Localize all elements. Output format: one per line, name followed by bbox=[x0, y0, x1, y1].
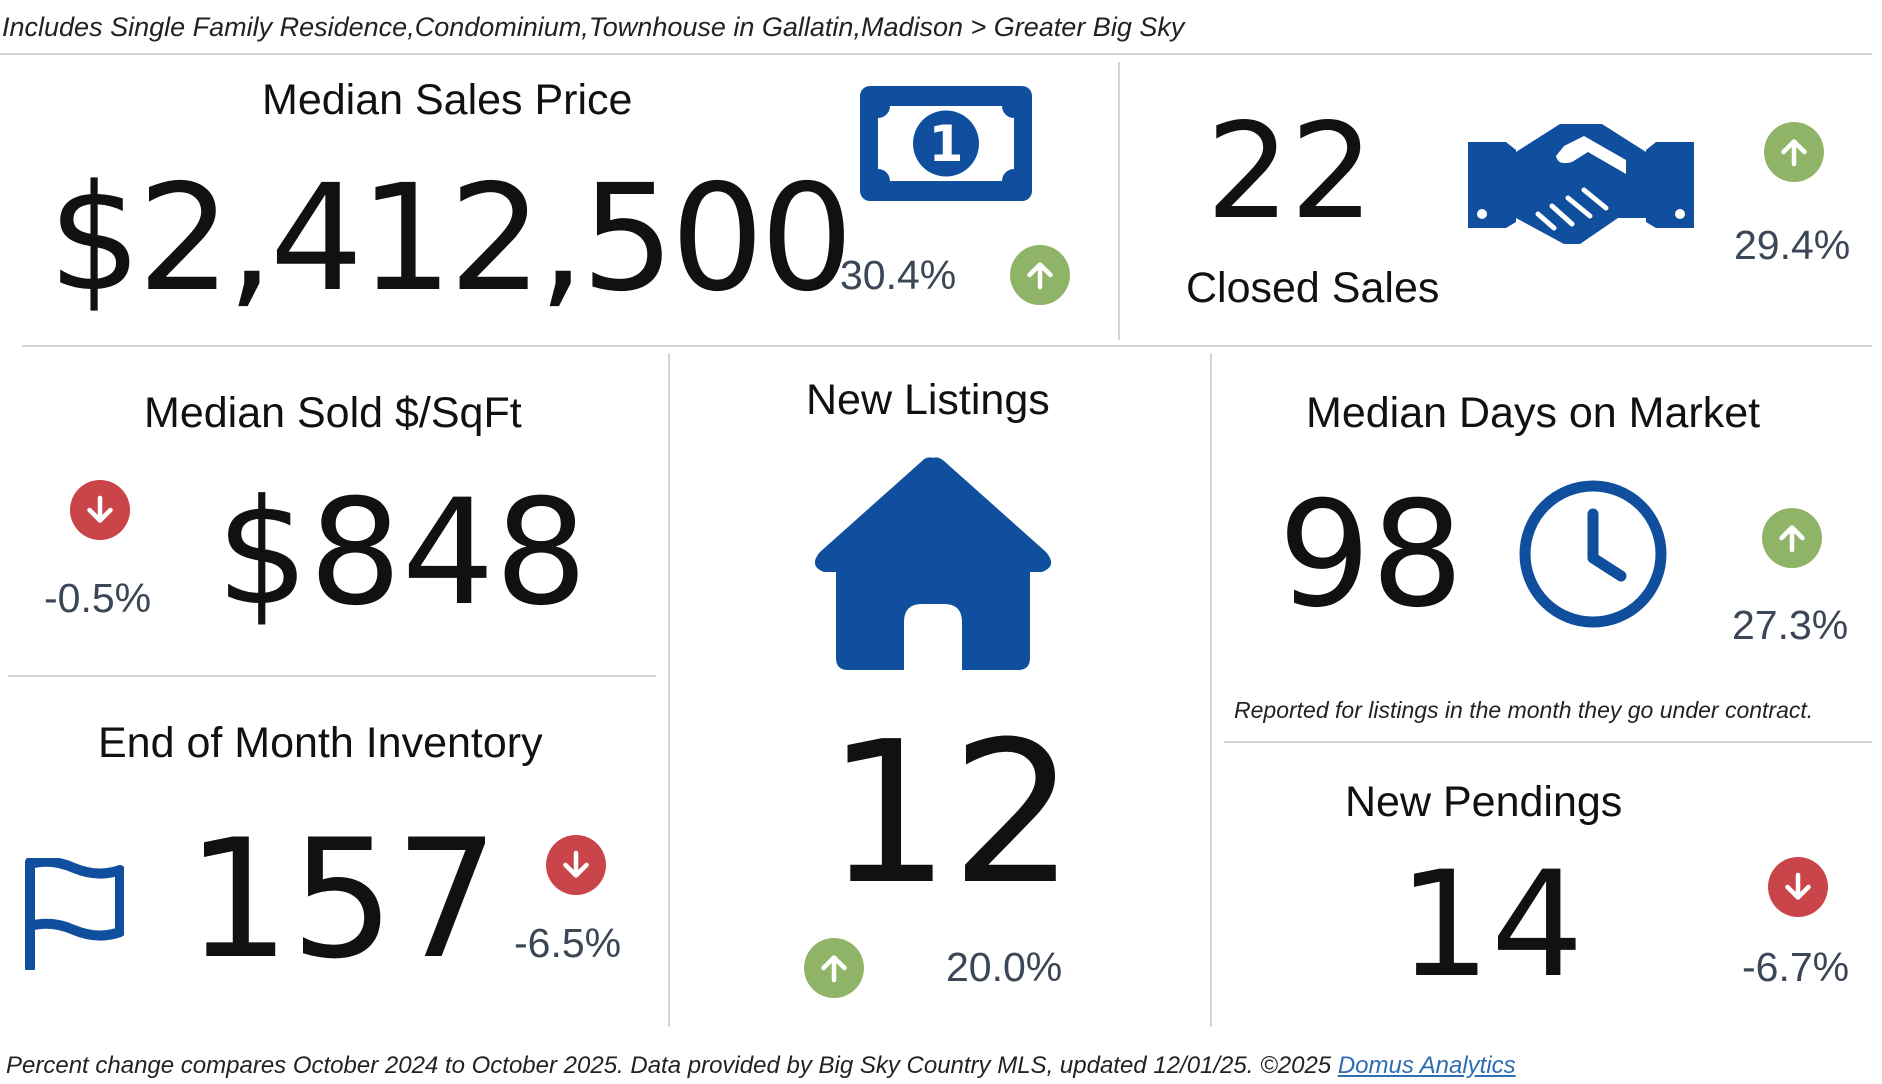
svg-text:1: 1 bbox=[929, 115, 964, 173]
closed-sales-value: 22 bbox=[1206, 95, 1374, 249]
new-listings-title: New Listings bbox=[806, 376, 1050, 424]
median-sold-sqft-value: $848 bbox=[216, 468, 588, 638]
footer-text: Percent change compares October 2024 to … bbox=[6, 1052, 1338, 1079]
median-sold-sqft-title: Median Sold $/SqFt bbox=[144, 389, 522, 437]
divider-left-column bbox=[668, 353, 670, 1027]
new-listings-value: 12 bbox=[826, 700, 1076, 928]
handshake-icon bbox=[1468, 118, 1694, 254]
closed-sales-change: 29.4% bbox=[1734, 222, 1851, 268]
median-sales-price-title: Median Sales Price bbox=[262, 76, 633, 124]
median-sales-price-value: $2,412,500 bbox=[48, 153, 854, 324]
divider-right-column bbox=[1210, 353, 1212, 1027]
up-arrow-icon bbox=[1010, 245, 1070, 305]
end-of-month-inventory-change: -6.5% bbox=[514, 920, 622, 966]
new-pendings-change: -6.7% bbox=[1742, 944, 1850, 990]
median-days-on-market-note: Reported for listings in the month they … bbox=[1234, 697, 1814, 723]
divider-left-inner bbox=[8, 675, 656, 677]
end-of-month-inventory-title: End of Month Inventory bbox=[98, 719, 543, 767]
report-subtitle: Includes Single Family Residence,Condomi… bbox=[2, 12, 1185, 42]
up-arrow-icon bbox=[1762, 508, 1822, 568]
domus-analytics-link[interactable]: Domus Analytics bbox=[1337, 1052, 1516, 1079]
up-arrow-icon bbox=[804, 938, 864, 998]
down-arrow-icon bbox=[546, 835, 606, 895]
flag-icon bbox=[24, 856, 125, 973]
divider-middle bbox=[22, 345, 1872, 347]
closed-sales-title: Closed Sales bbox=[1186, 264, 1440, 312]
divider-right-inner bbox=[1224, 741, 1872, 743]
divider-top bbox=[0, 53, 1872, 55]
new-listings-change: 20.0% bbox=[946, 944, 1063, 990]
up-arrow-icon bbox=[1764, 122, 1824, 182]
median-days-on-market-change: 27.3% bbox=[1732, 602, 1849, 648]
down-arrow-icon bbox=[1768, 857, 1828, 917]
median-days-on-market-title: Median Days on Market bbox=[1306, 389, 1761, 437]
house-icon bbox=[810, 452, 1056, 672]
clock-icon bbox=[1517, 478, 1669, 630]
median-sales-price-change: 30.4% bbox=[840, 252, 957, 298]
new-pendings-title: New Pendings bbox=[1345, 778, 1623, 826]
end-of-month-inventory-value: 157 bbox=[186, 804, 500, 995]
dollar-bill-icon: 1 bbox=[860, 86, 1032, 201]
median-sold-sqft-change: -0.5% bbox=[44, 575, 152, 621]
divider-top-vertical bbox=[1118, 62, 1120, 340]
new-pendings-value: 14 bbox=[1398, 840, 1584, 1010]
footer-note: Percent change compares October 2024 to … bbox=[6, 1052, 1516, 1080]
down-arrow-icon bbox=[70, 480, 130, 540]
median-days-on-market-value: 98 bbox=[1278, 470, 1464, 640]
